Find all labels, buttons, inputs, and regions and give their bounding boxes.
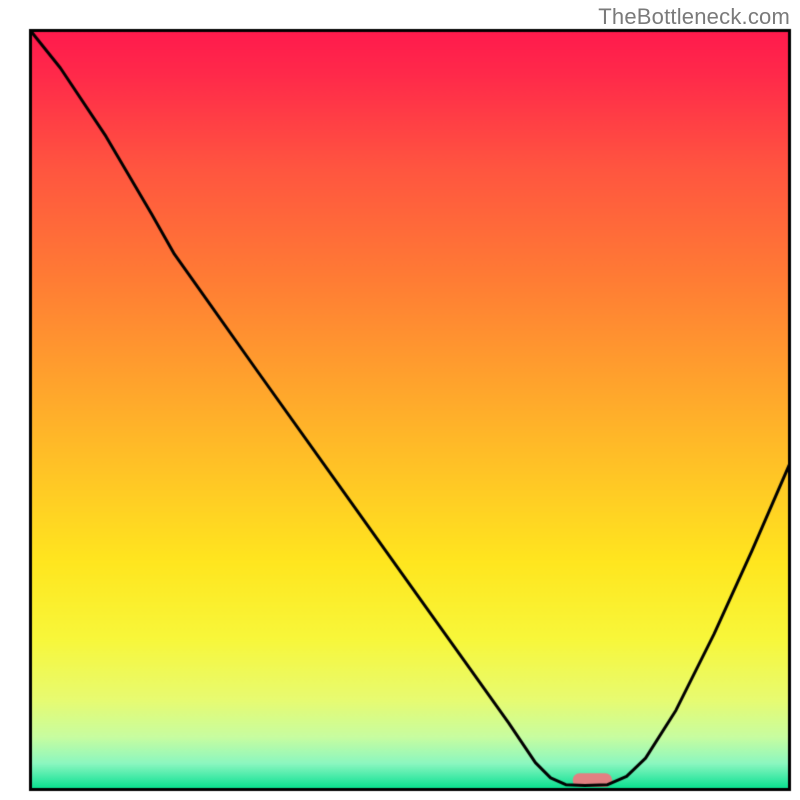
chart-container: TheBottleneck.com [0,0,800,800]
bottleneck-curve-plot [0,0,800,800]
watermark-text: TheBottleneck.com [598,4,790,30]
